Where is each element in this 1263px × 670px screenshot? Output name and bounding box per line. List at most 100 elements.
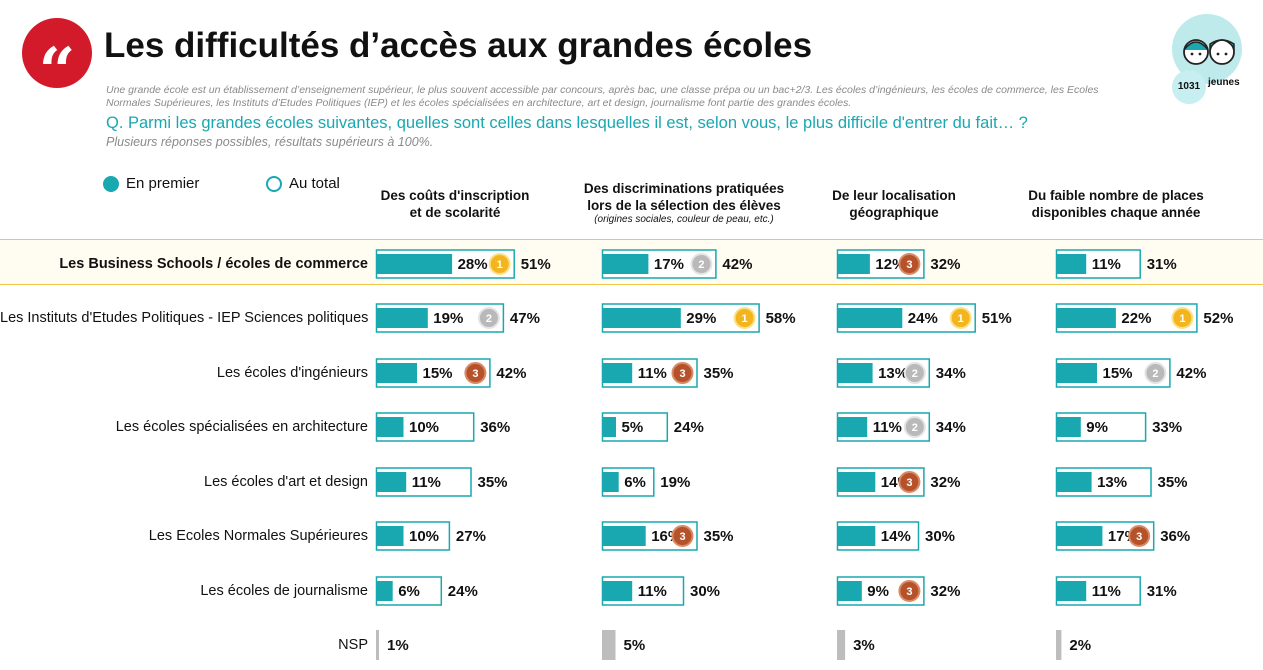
row-label-business-schools: Les Business Schools / écoles de commerc… — [59, 256, 368, 272]
first-bar — [376, 308, 428, 328]
legend-first-label: En premier — [126, 175, 200, 192]
nsp-value-label: 2% — [1069, 637, 1091, 654]
column-title-line: géographique — [849, 205, 939, 220]
total-value-label: 24% — [674, 419, 704, 436]
definition-text: Une grande école est un établissement d’… — [106, 84, 1099, 109]
first-value-label: 29% — [686, 310, 716, 327]
first-value-label: 10% — [409, 528, 439, 545]
medal-rank-label: 2 — [1152, 368, 1158, 380]
total-value-label: 52% — [1203, 310, 1233, 327]
first-bar — [837, 417, 868, 437]
row-label-nsp: NSP — [338, 637, 368, 653]
first-bar — [837, 254, 870, 274]
first-value-label: 11% — [638, 365, 667, 382]
total-value-label: 27% — [456, 528, 486, 545]
medal-icon — [903, 416, 926, 438]
first-value-label: 10% — [409, 419, 439, 436]
medal-rank-label: 1 — [1179, 313, 1185, 325]
column-title-line: Du faible nombre de places — [1028, 188, 1204, 203]
total-value-label: 19% — [660, 474, 690, 491]
total-value-label: 34% — [936, 419, 966, 436]
medal-icon — [671, 525, 694, 547]
column-subtitle: (origines sociales, couleur de peau, etc… — [594, 214, 774, 225]
column-title-line: disponibles chaque année — [1031, 205, 1201, 220]
legend-total: Au total — [266, 175, 340, 192]
first-bar — [837, 581, 862, 601]
first-bar — [1056, 417, 1081, 437]
first-bar — [1056, 363, 1097, 383]
first-bar — [837, 526, 876, 546]
medal-rank-label: 2 — [912, 422, 918, 434]
nsp-bar — [376, 630, 379, 660]
total-value-label: 42% — [496, 365, 526, 382]
first-bar — [602, 472, 619, 492]
nsp-bar — [1056, 630, 1062, 660]
first-bar — [376, 363, 417, 383]
medal-icon — [903, 362, 926, 384]
first-bar — [602, 417, 616, 437]
total-value-label: 32% — [930, 256, 960, 273]
medal-icon — [898, 580, 921, 602]
first-bar — [837, 308, 903, 328]
total-value-label: 31% — [1147, 256, 1177, 273]
first-bar — [602, 254, 649, 274]
medal-icon — [690, 253, 713, 275]
column-title-location: De leur localisation géographique — [808, 187, 980, 221]
first-value-label: 6% — [398, 583, 420, 600]
first-value-label: 28% — [458, 256, 488, 273]
medal-icon — [488, 253, 511, 275]
medal-icon — [1171, 307, 1194, 329]
column-title-line: Des discriminations pratiquées — [583, 181, 785, 196]
first-value-label: 19% — [433, 310, 463, 327]
medal-rank-label: 3 — [679, 531, 685, 543]
row-label-iep: Les Instituts d'Etudes Politiques - IEP … — [0, 310, 369, 326]
first-value-label: 14% — [881, 528, 911, 545]
first-value-label: 13% — [878, 365, 908, 382]
total-value-label: 35% — [704, 528, 734, 545]
medal-rank-label: 3 — [472, 368, 478, 380]
row-label-architecture: Les écoles spécialisées en architecture — [115, 419, 368, 435]
first-bar — [1056, 308, 1116, 328]
total-value-label: 24% — [448, 583, 478, 600]
multiple-answers-note: Plusieurs réponses possibles, résultats … — [106, 135, 434, 149]
medal-icon — [949, 307, 972, 329]
column-title-costs: Des coûts d'inscription et de scolarité — [360, 187, 550, 221]
page-title: Les difficultés d’accès aux grandes écol… — [104, 26, 813, 65]
sample-count: 1031 — [1172, 70, 1206, 104]
medal-icon — [1144, 362, 1167, 384]
first-value-label: 22% — [1121, 310, 1151, 327]
nsp-value-label: 5% — [624, 637, 646, 654]
total-value-label: 42% — [722, 256, 752, 273]
medal-rank-label: 3 — [906, 477, 912, 489]
medal-rank-label: 3 — [906, 259, 912, 271]
medal-rank-label: 1 — [958, 313, 964, 325]
medal-rank-label: 1 — [497, 259, 503, 271]
total-value-label: 32% — [930, 474, 960, 491]
total-value-label: 33% — [1152, 419, 1182, 436]
total-value-label: 34% — [936, 365, 966, 382]
survey-question: Q. Parmi les grandes écoles suivantes, q… — [106, 114, 1028, 132]
first-value-label: 9% — [1086, 419, 1108, 436]
nsp-bar — [837, 630, 846, 660]
first-value-label: 13% — [1097, 474, 1127, 491]
first-bar — [376, 417, 404, 437]
column-title-places: Du faible nombre de places disponibles c… — [1006, 187, 1226, 221]
legend-total-label: Au total — [289, 175, 340, 192]
first-value-label: 11% — [638, 583, 667, 600]
medal-rank-label: 2 — [486, 313, 492, 325]
nsp-value-label: 3% — [853, 637, 875, 654]
medal-icon — [477, 307, 500, 329]
column-title-line: De leur localisation — [832, 188, 956, 203]
first-value-label: 11% — [1092, 256, 1121, 273]
first-bar — [602, 363, 633, 383]
medal-icon — [671, 362, 694, 384]
quote-logo-icon: “ — [22, 18, 92, 88]
first-value-label: 15% — [1103, 365, 1133, 382]
medal-rank-label: 3 — [1136, 531, 1142, 543]
first-bar — [1056, 472, 1092, 492]
first-value-label: 17% — [654, 256, 684, 273]
row-label-ingenieurs: Les écoles d'ingénieurs — [216, 365, 368, 381]
medal-icon — [898, 253, 921, 275]
nsp-bar — [602, 630, 616, 660]
first-value-label: 24% — [908, 310, 938, 327]
